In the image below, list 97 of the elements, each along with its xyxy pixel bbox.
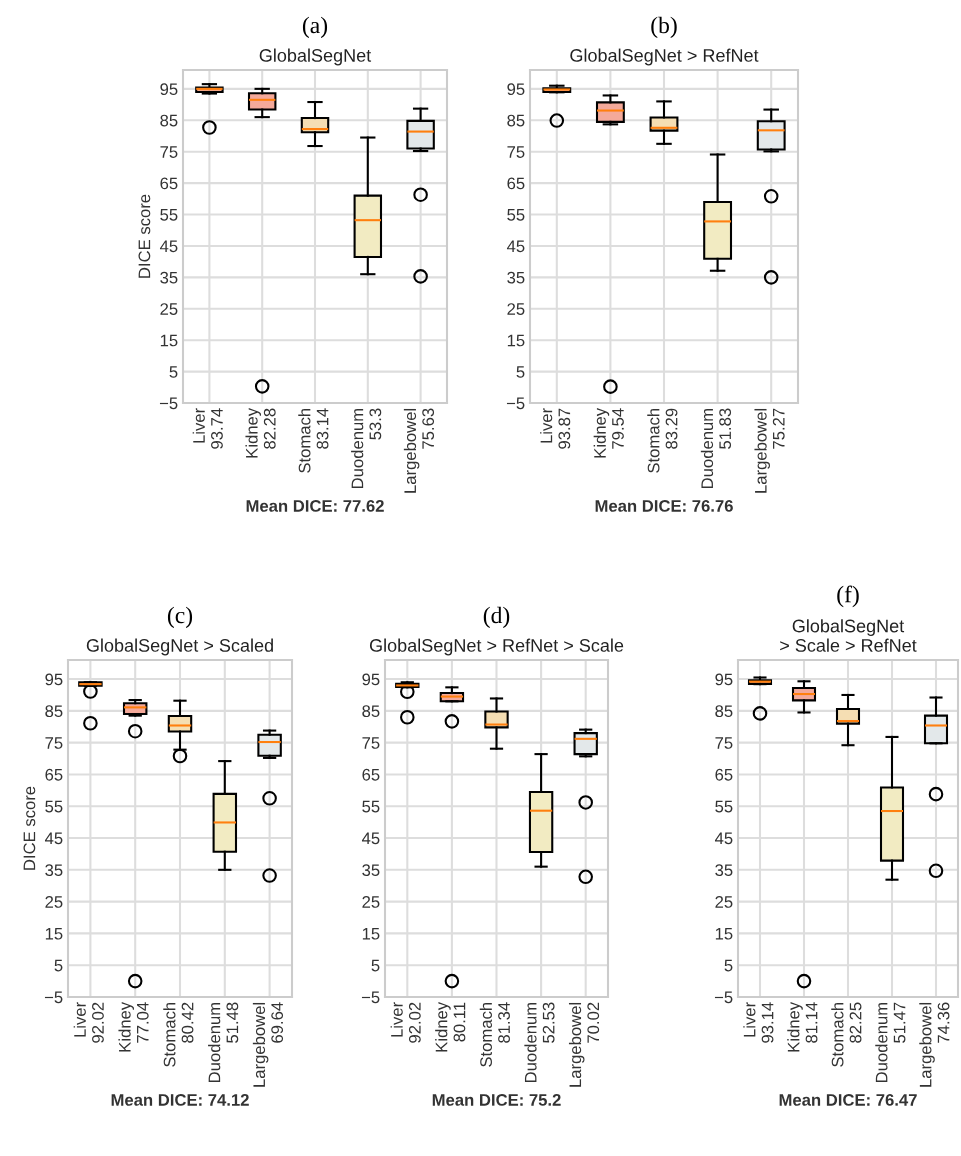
y-tick-label: 15 [715, 927, 733, 940]
y-tick-label: 65 [160, 177, 178, 190]
y-tick-label: 15 [362, 927, 380, 940]
y-tick-label: 75 [715, 737, 733, 749]
y-tick-label: 85 [362, 705, 380, 718]
y-tick-label: 65 [507, 177, 525, 190]
y-tick-label: 15 [160, 334, 178, 347]
x-tick-label: Kidney 79.54 [593, 407, 624, 458]
y-tick-label: 45 [361, 832, 380, 845]
y-tick-label: 5 [724, 959, 733, 972]
y-tick-label: 65 [715, 768, 733, 781]
x-tick-label: Largebowel 74.36 [919, 1002, 950, 1087]
x-tick-label: Kidney 81.14 [787, 1001, 818, 1052]
y-tick-label: 45 [44, 832, 63, 845]
y-tick-label: 75 [507, 146, 525, 158]
x-axis-title: Mean DICE: 75.2 [432, 1094, 561, 1106]
x-axis-title: Mean DICE: 74.12 [111, 1094, 249, 1106]
y-tick-label: 55 [362, 800, 380, 813]
x-tick-label: Duodenum 53.3 [351, 408, 382, 489]
x-tick-label: Kidney 77.04 [118, 1001, 149, 1052]
x-tick-label: Kidney 82.28 [245, 407, 276, 458]
y-tick-label: 85 [45, 705, 63, 718]
x-axis-title: Mean DICE: 76.76 [595, 500, 733, 512]
y-tick-label: 45 [159, 240, 178, 253]
y-tick-label: 55 [160, 209, 178, 221]
x-tick-label: Liver 93.74 [192, 408, 223, 449]
y-tick-label: 35 [160, 271, 178, 284]
x-tick-label: Largebowel 69.64 [252, 1002, 284, 1087]
chart-subtitle: GlobalSegNet > Scale > RefNet [780, 619, 917, 652]
y-tick-label: 35 [362, 864, 380, 877]
y-tick-label: 95 [160, 83, 178, 96]
y-tick-label: 55 [715, 800, 733, 813]
y-tick-label: 15 [45, 927, 63, 940]
y-tick-label: 5 [371, 959, 380, 972]
y-tick-label: 15 [507, 334, 525, 347]
y-tick-label: 95 [362, 673, 380, 686]
chart-subtitle: GlobalSegNet > RefNet > Scale [369, 638, 624, 656]
chart-subtitle: GlobalSegNet [259, 48, 372, 66]
x-tick-label: Stomach 83.29 [647, 408, 678, 473]
x-tick-label: Duodenum 52.53 [524, 1002, 555, 1083]
x-tick-label: Largebowel 70.02 [568, 1002, 600, 1087]
x-tick-label: Stomach 82.25 [831, 1002, 862, 1067]
x-tick-label: Duodenum 51.48 [208, 1002, 239, 1083]
x-tick-label: Stomach 80.42 [163, 1002, 194, 1067]
y-tick-label: 25 [507, 303, 525, 315]
y-tick-label: 75 [362, 737, 380, 749]
y-tick-label: 55 [45, 800, 63, 813]
x-tick-label: Liver 93.87 [540, 408, 571, 449]
y-tick-label: −5 [159, 397, 178, 410]
chart-subtitle: GlobalSegNet > Scaled [86, 638, 273, 656]
x-tick-label: Liver 93.14 [743, 1002, 774, 1043]
x-tick-label: Kidney 80.11 [435, 1001, 466, 1052]
y-tick-label: 35 [507, 271, 525, 284]
y-tick-label: 25 [715, 896, 733, 908]
y-tick-label: 45 [506, 240, 525, 253]
y-tick-label: 95 [45, 673, 63, 686]
y-tick-label: 25 [160, 303, 178, 315]
y-tick-label: 85 [507, 114, 525, 127]
y-tick-label: −5 [44, 991, 63, 1004]
x-axis-title: Mean DICE: 77.62 [246, 500, 384, 512]
chart-subtitle: GlobalSegNet > RefNet [570, 48, 759, 66]
y-tick-label: 95 [715, 673, 733, 686]
y-tick-label: 95 [507, 83, 525, 96]
x-tick-label: Duodenum 51.47 [875, 1002, 906, 1083]
chart-title: (a) [302, 16, 328, 39]
x-tick-label: Liver 92.02 [390, 1002, 421, 1043]
y-tick-label: 55 [507, 209, 525, 221]
x-tick-label: Duodenum 51.83 [700, 408, 732, 489]
y-axis-title: DICE score [138, 194, 151, 278]
x-tick-label: Liver 92.02 [73, 1002, 104, 1043]
y-axis-title: DICE score [23, 786, 36, 870]
y-tick-label: 75 [160, 146, 178, 158]
x-tick-label: Stomach 83.14 [298, 408, 329, 473]
chart-title: (c) [167, 606, 193, 629]
y-tick-label: 5 [54, 959, 63, 972]
y-tick-label: 65 [45, 768, 63, 781]
y-tick-label: 65 [362, 768, 380, 781]
x-tick-label: Stomach 81.34 [479, 1002, 510, 1067]
y-tick-label: 5 [169, 366, 178, 378]
y-tick-label: 35 [715, 864, 733, 877]
y-tick-label: 5 [516, 366, 525, 378]
chart-title: (b) [651, 16, 677, 39]
x-tick-label: Largebowel 75.27 [754, 408, 785, 493]
chart-title: (d) [483, 606, 510, 629]
y-tick-label: 25 [45, 896, 63, 908]
y-tick-label: −5 [361, 991, 380, 1004]
y-tick-label: 85 [715, 705, 733, 718]
y-tick-label: 85 [160, 114, 178, 127]
y-tick-label: −5 [714, 991, 733, 1004]
y-tick-label: 25 [362, 896, 380, 908]
x-tick-label: Largebowel 75.63 [403, 408, 435, 493]
y-tick-label: −5 [506, 397, 525, 410]
y-tick-label: 35 [45, 864, 63, 877]
y-tick-label: 45 [714, 832, 733, 845]
x-axis-title: Mean DICE: 76.47 [779, 1094, 917, 1106]
y-tick-label: 75 [45, 737, 63, 749]
chart-title: (f) [837, 585, 859, 608]
